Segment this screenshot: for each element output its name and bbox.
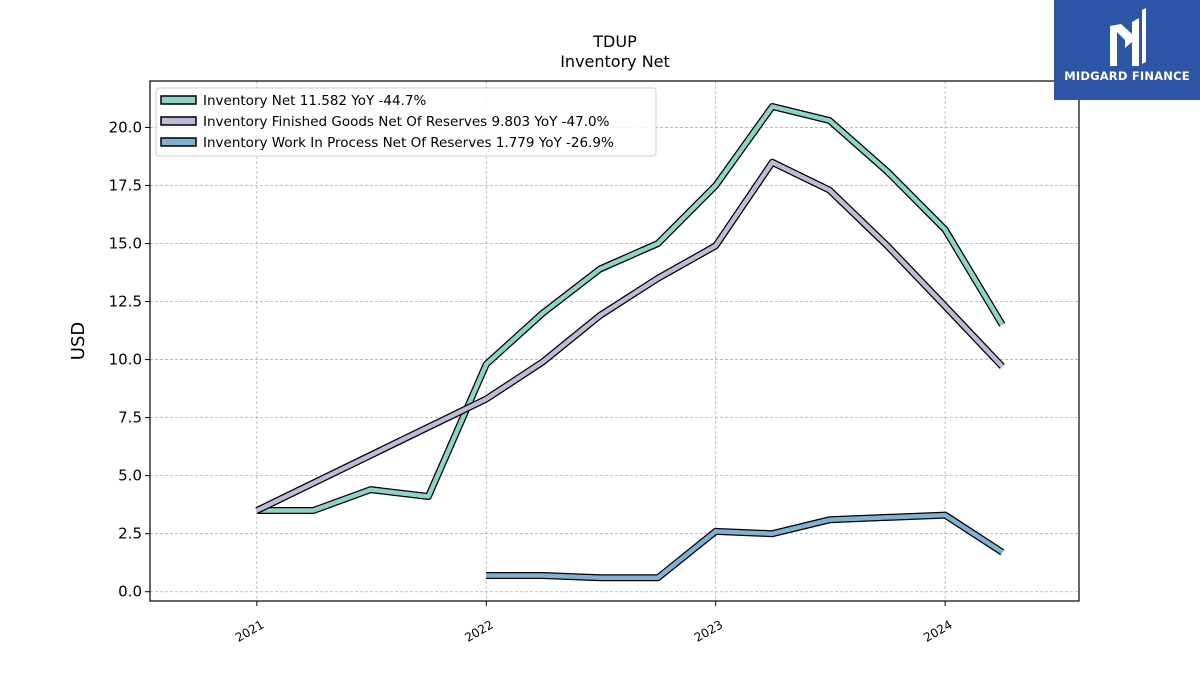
brand-name: MIDGARD FINANCE (1064, 69, 1190, 83)
x-tick-label: 2021 (233, 617, 266, 644)
y-tick-label: 0.0 (118, 583, 142, 601)
legend-swatch (160, 137, 197, 147)
y-tick-label: 10.0 (109, 351, 142, 369)
legend: Inventory Net 11.582 YoY -44.7% Inventory… (155, 87, 657, 157)
series-3 (486, 511, 1005, 582)
y-axis-label: USD (68, 322, 89, 360)
legend-label: Inventory Net 11.582 YoY -44.7% (203, 93, 426, 109)
axis-ticks: 0.0 2.5 5.0 7.5 10.0 12.5 15.0 17.5 20.0 2021 2022… (109, 118, 955, 644)
series-line-outline (486, 511, 1005, 582)
y-tick-label: 20.0 (109, 118, 142, 136)
brand-mark-icon (1110, 8, 1146, 66)
x-tick-label: 2024 (921, 617, 954, 644)
legend-label: Inventory Finished Goods Net Of Reserves… (203, 114, 610, 130)
y-tick-label: 15.0 (109, 235, 142, 253)
x-tick-label: 2023 (692, 617, 725, 644)
x-tick-label: 2022 (462, 617, 495, 644)
plot-frame (149, 80, 1080, 602)
series-1 (256, 103, 1006, 514)
series-lines (255, 103, 1006, 582)
chart-title: TDUP (592, 32, 637, 51)
legend-label: Inventory Work In Process Net Of Reserve… (203, 135, 614, 151)
series-2 (255, 158, 1005, 514)
series-line (256, 104, 1005, 513)
legend-swatch (160, 116, 197, 126)
brand-logo: MIDGARD FINANCE (1054, 0, 1200, 100)
y-tick-label: 12.5 (109, 293, 142, 311)
y-tick-label: 17.5 (109, 176, 142, 194)
y-tick-label: 7.5 (118, 409, 142, 427)
legend-swatch (160, 95, 197, 105)
y-tick-label: 2.5 (118, 525, 142, 543)
chart-subtitle: Inventory Net (560, 52, 670, 71)
legend-box (155, 87, 657, 157)
y-tick-label: 5.0 (118, 467, 142, 485)
series-line (255, 160, 1004, 513)
grid (150, 81, 1079, 601)
series-line (486, 512, 1004, 581)
series-line-outline (256, 103, 1006, 514)
